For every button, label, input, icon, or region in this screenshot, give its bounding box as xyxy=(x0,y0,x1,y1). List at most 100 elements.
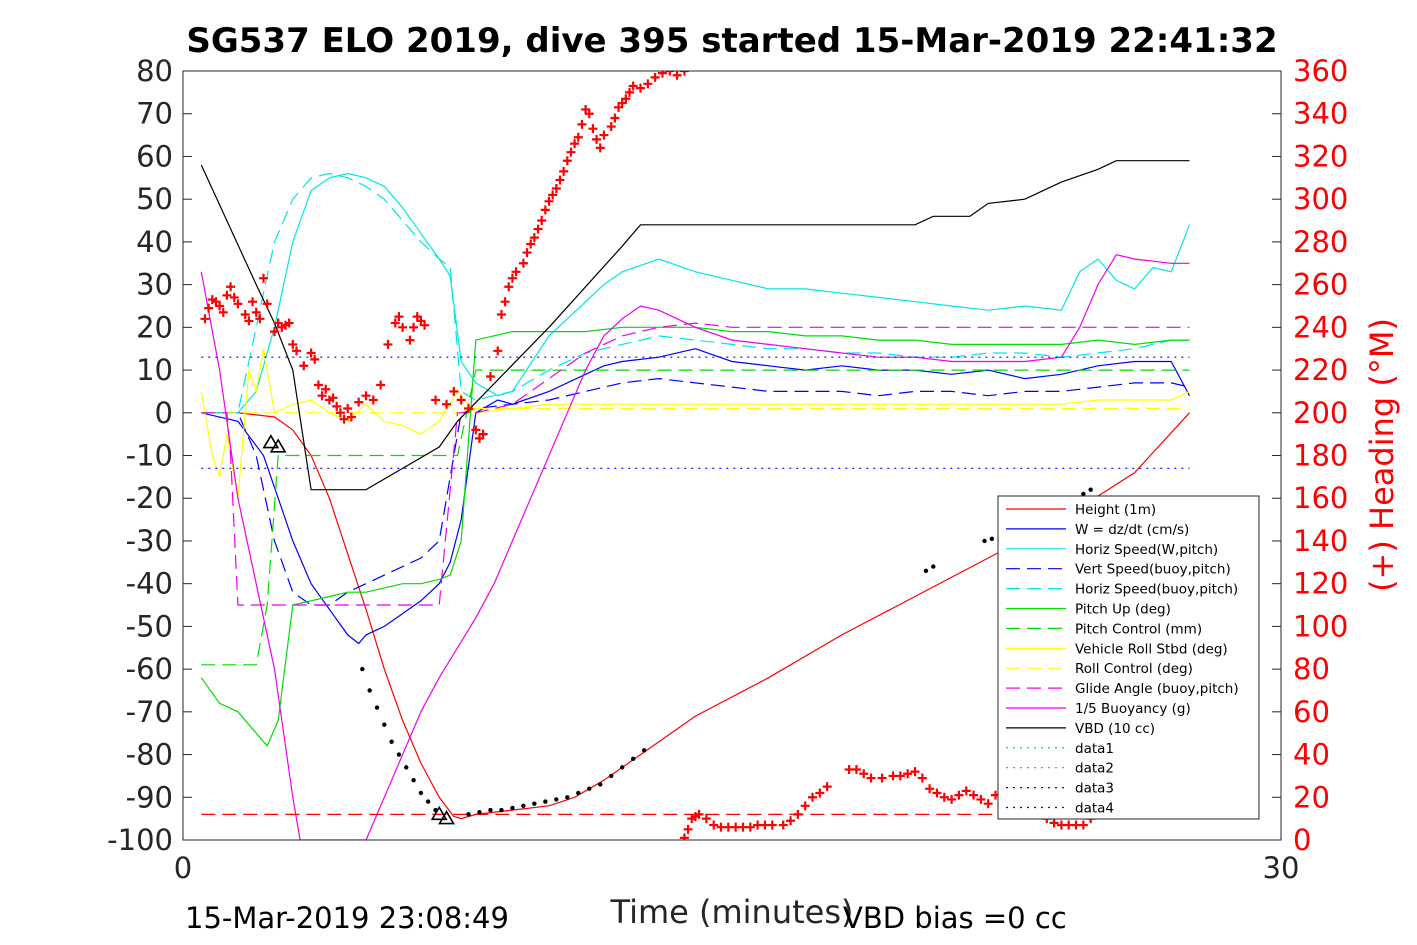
y2-tick-label: 360 xyxy=(1293,54,1348,88)
heading-marker xyxy=(390,318,400,328)
heading-marker xyxy=(628,81,638,91)
heading-marker xyxy=(262,299,272,309)
heading-marker xyxy=(529,233,539,243)
y2-tick-label: 220 xyxy=(1293,353,1348,387)
height-dot xyxy=(931,564,936,569)
triangle-marker xyxy=(269,438,287,453)
heading-marker xyxy=(310,354,320,364)
heading-marker xyxy=(431,395,441,405)
y2-tick-label: 300 xyxy=(1293,182,1348,216)
y2-tick-label: 180 xyxy=(1293,439,1348,473)
heading-marker xyxy=(540,205,550,215)
heading-marker xyxy=(584,109,594,119)
y-tick-label: 40 xyxy=(136,225,173,259)
heading-marker xyxy=(204,303,214,313)
height-dot xyxy=(641,748,647,753)
heading-marker xyxy=(665,71,675,76)
heading-marker xyxy=(368,395,378,405)
heading-marker xyxy=(291,346,301,356)
heading-marker xyxy=(328,393,338,403)
height-dot xyxy=(989,536,995,542)
y-tick-label: 0 xyxy=(155,396,173,430)
heading-marker xyxy=(354,397,364,407)
y-tick-label: 70 xyxy=(136,97,173,131)
heading-marker xyxy=(983,799,993,809)
heading-marker xyxy=(621,94,631,104)
y2-tick-label: 80 xyxy=(1293,652,1330,686)
y2-tick-label: 60 xyxy=(1293,695,1330,729)
y2-tick-label: 280 xyxy=(1293,225,1348,259)
heading-marker xyxy=(376,380,386,390)
heading-marker xyxy=(321,384,331,394)
heading-marker xyxy=(526,239,536,249)
heading-marker xyxy=(932,788,942,798)
heading-marker xyxy=(471,425,481,435)
heading-marker xyxy=(346,412,356,422)
heading-marker xyxy=(877,773,887,783)
height-dot xyxy=(411,777,416,783)
legend-entry: Vehicle Roll Stbd (deg) xyxy=(1075,641,1228,657)
legend-entry: Pitch Control (mm) xyxy=(1075,621,1202,637)
y2-tick-label: 40 xyxy=(1293,738,1330,772)
y-tick-label: 60 xyxy=(136,139,173,173)
heading-marker xyxy=(233,299,243,309)
heading-marker xyxy=(939,792,949,802)
heading-marker xyxy=(335,408,345,418)
heading-marker xyxy=(398,322,408,332)
heading-marker xyxy=(522,248,532,258)
heading-marker xyxy=(947,794,957,804)
heading-marker xyxy=(679,71,689,76)
heading-marker xyxy=(548,190,558,200)
y2-tick-label: 20 xyxy=(1293,780,1330,814)
heading-marker xyxy=(317,391,327,401)
heading-marker xyxy=(215,301,225,311)
heading-marker xyxy=(683,824,693,834)
heading-marker xyxy=(610,113,620,123)
y-tick-label: -100 xyxy=(107,823,173,857)
heading-marker xyxy=(511,267,521,277)
heading-marker xyxy=(566,147,576,157)
y2-axis-label: (+) Heading (°M) xyxy=(1363,318,1401,592)
heading-marker xyxy=(815,788,825,798)
legend-entry: W = dz/dt (cm/s) xyxy=(1075,522,1189,538)
footer-timestamp: 15-Mar-2019 23:08:49 xyxy=(185,901,509,935)
legend-entry: Glide Angle (buoy,pitch) xyxy=(1075,681,1239,697)
heading-marker xyxy=(910,767,920,777)
heading-marker xyxy=(859,769,869,779)
y2-tick-label: 100 xyxy=(1293,609,1348,643)
heading-marker xyxy=(570,139,580,149)
heading-marker xyxy=(961,786,971,796)
legend-entry: Vert Speed(buoy,pitch) xyxy=(1075,562,1231,578)
legend-entry: data1 xyxy=(1075,741,1114,757)
heading-marker xyxy=(420,320,430,330)
heading-marker xyxy=(793,809,803,819)
heading-marker xyxy=(222,290,232,300)
heading-marker xyxy=(800,801,810,811)
heading-marker xyxy=(306,348,316,358)
heading-marker xyxy=(339,414,349,424)
heading-marker xyxy=(650,72,660,82)
heading-marker xyxy=(456,395,466,405)
y2-tick-label: 260 xyxy=(1293,268,1348,302)
y-tick-label: -40 xyxy=(126,567,173,601)
height-dot xyxy=(982,538,987,544)
heading-marker xyxy=(636,83,645,93)
heading-marker xyxy=(954,790,964,800)
heading-marker xyxy=(577,119,587,129)
heading-marker xyxy=(332,401,342,411)
height-dot xyxy=(488,807,493,813)
height-dot xyxy=(367,688,372,693)
height-dot xyxy=(521,803,526,809)
height-dot xyxy=(418,790,424,796)
series-line-roll-control-deg xyxy=(201,407,1190,414)
heading-marker xyxy=(895,771,905,781)
x-axis-label: Time (minutes) xyxy=(610,893,854,931)
height-dot xyxy=(598,782,603,787)
height-dot xyxy=(360,666,365,672)
legend-entry: Height (1m) xyxy=(1075,502,1156,518)
heading-marker xyxy=(679,833,689,840)
heading-marker xyxy=(504,282,514,292)
legend-entry: 1/5 Buoyancy (g) xyxy=(1075,701,1191,717)
heading-marker xyxy=(866,773,876,783)
heading-marker xyxy=(218,307,228,317)
